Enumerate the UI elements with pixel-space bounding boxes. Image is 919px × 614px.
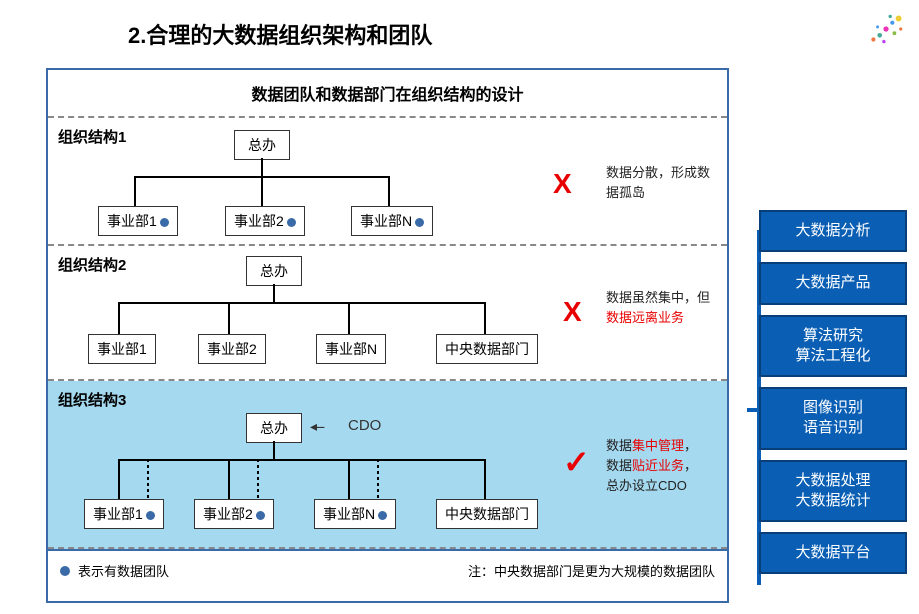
org-structure-1: 组织结构1 总办 事业部1 事业部2 事业部N X 数据分散，形成数据孤岛 xyxy=(48,118,727,246)
node-dept2-3: 事业部2 xyxy=(194,499,274,529)
connector xyxy=(118,302,120,334)
section-label-1: 组织结构1 xyxy=(58,126,126,147)
legend-note: 注：中央数据部门是更为大规模的数据团队 xyxy=(468,561,715,580)
node-hq-1: 总办 xyxy=(234,130,290,160)
node-dept1-1: 事业部1 xyxy=(98,206,178,236)
desc-3: 数据集中管理，数据贴近业务，总办设立CDO xyxy=(606,436,721,496)
section-label-3: 组织结构3 xyxy=(58,389,126,410)
connector xyxy=(484,459,486,499)
node-deptN-2: 事业部N xyxy=(316,334,386,364)
node-hq-3: 总办 xyxy=(246,413,302,443)
mark-x-1: X xyxy=(553,168,572,200)
side-item-3: 图像识别语音识别 xyxy=(759,387,907,450)
node-central-3: 中央数据部门 xyxy=(436,499,538,529)
mark-x-2: X xyxy=(563,296,582,328)
connector xyxy=(273,284,275,302)
legend-dot-icon xyxy=(60,566,70,576)
node-central-2: 中央数据部门 xyxy=(436,334,538,364)
slide-title: 2.合理的大数据组织架构和团队 xyxy=(128,18,432,50)
legend: 表示有数据团队 注：中央数据部门是更为大规模的数据团队 xyxy=(48,549,727,590)
node-dept1-2: 事业部1 xyxy=(88,334,156,364)
connector-dashed xyxy=(147,459,484,461)
side-item-4: 大数据处理大数据统计 xyxy=(759,460,907,523)
arrow-left-icon: ◂--- xyxy=(310,418,323,435)
node-dept1-3: 事业部1 xyxy=(84,499,164,529)
side-item-0: 大数据分析 xyxy=(759,210,907,252)
section-label-2: 组织结构2 xyxy=(58,254,126,275)
org-structure-2: 组织结构2 总办 事业部1 事业部2 事业部N 中央数据部门 X 数据虽然集中，… xyxy=(48,246,727,381)
node-deptN-3: 事业部N xyxy=(314,499,396,529)
connector xyxy=(348,459,350,499)
node-deptN-1: 事业部N xyxy=(351,206,433,236)
connector xyxy=(273,441,275,459)
panel-title: 数据团队和数据部门在组织结构的设计 xyxy=(48,70,727,118)
node-dept2-1: 事业部2 xyxy=(225,206,305,236)
side-capability-list: 大数据分析 大数据产品 算法研究算法工程化 图像识别语音识别 大数据处理大数据统… xyxy=(759,210,907,574)
connector xyxy=(228,459,230,499)
connector xyxy=(228,302,230,334)
cdo-label: CDO xyxy=(348,417,381,434)
desc-1: 数据分散，形成数据孤岛 xyxy=(606,163,716,203)
connector xyxy=(261,176,263,206)
connector-dashed xyxy=(257,459,259,499)
connector xyxy=(348,302,350,334)
org-structure-3: 组织结构3 总办 ◂--- CDO 事业部1 事业部2 事业部N 中央数据部门 … xyxy=(48,381,727,549)
decoration-icon xyxy=(865,8,907,50)
side-item-5: 大数据平台 xyxy=(759,532,907,574)
desc-2: 数据虽然集中，但数据远离业务 xyxy=(606,288,721,328)
side-item-2: 算法研究算法工程化 xyxy=(759,315,907,378)
connector xyxy=(484,302,486,334)
connector xyxy=(118,459,120,499)
connector xyxy=(388,176,390,206)
node-dept2-2: 事业部2 xyxy=(198,334,266,364)
connector-dashed xyxy=(147,459,149,499)
connector xyxy=(134,176,136,206)
connector xyxy=(118,302,485,304)
connector xyxy=(261,158,263,176)
connector-dashed xyxy=(377,459,379,499)
node-hq-2: 总办 xyxy=(246,256,302,286)
mark-check-3: ✓ xyxy=(563,443,590,481)
main-diagram-frame: 数据团队和数据部门在组织结构的设计 组织结构1 总办 事业部1 事业部2 事业部… xyxy=(46,68,729,603)
legend-dot-text: 表示有数据团队 xyxy=(78,561,169,580)
side-item-1: 大数据产品 xyxy=(759,262,907,304)
